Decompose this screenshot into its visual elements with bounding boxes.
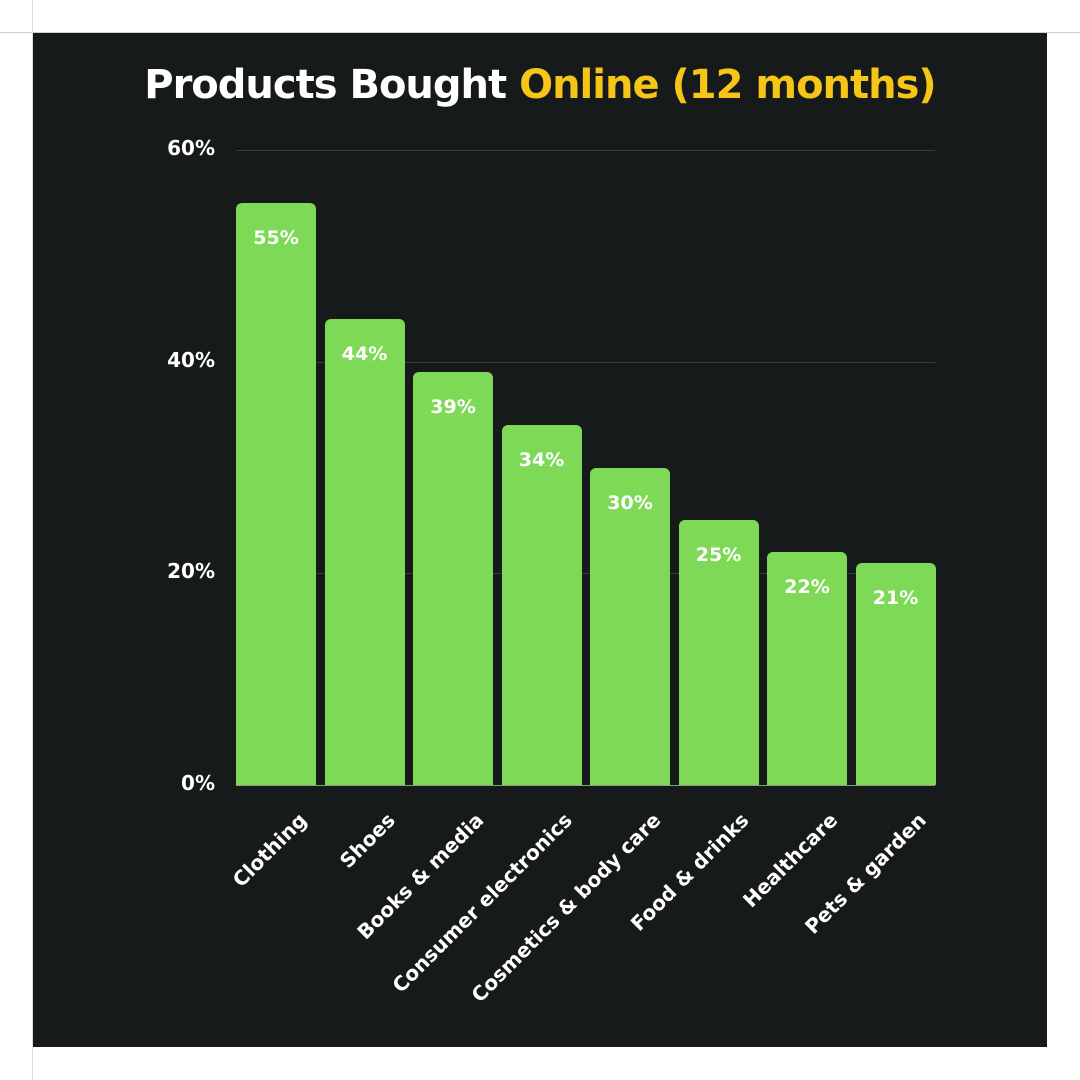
page-top-border	[0, 32, 1080, 33]
bar-value-label: 55%	[253, 226, 299, 249]
bar-books-media: 39%	[413, 372, 493, 785]
y-tick-40: 40%	[167, 348, 215, 372]
bar-food-drinks: 25%	[678, 520, 759, 785]
y-tick-0: 0%	[181, 771, 215, 795]
bar-value-label: 34%	[518, 449, 565, 472]
gridline-60	[236, 150, 935, 151]
gridline-40	[236, 362, 935, 363]
bar-clothing: 55%	[236, 202, 316, 785]
bar-value-label: 44%	[341, 343, 388, 366]
bar-value-label: 21%	[872, 586, 919, 609]
y-tick-60: 60%	[167, 136, 215, 160]
bar-shoes: 44%	[324, 319, 405, 785]
bar-consumer-electronics: 34%	[501, 425, 582, 785]
y-tick-20: 20%	[167, 559, 215, 583]
bar-cosmetics-body-care: 30%	[590, 467, 670, 785]
page-left-border	[32, 0, 33, 1080]
bar-value-label: 39%	[430, 396, 476, 419]
bar-value-label: 25%	[695, 544, 742, 567]
gridline-20	[236, 573, 935, 574]
bar-healthcare: 22%	[767, 552, 847, 785]
x-axis-baseline	[236, 785, 935, 786]
chart-title-accent: Online (12 months)	[519, 62, 937, 108]
bar-value-label: 30%	[607, 491, 653, 514]
bar-pets-garden: 21%	[855, 562, 936, 785]
bar-value-label: 22%	[784, 576, 830, 599]
chart-title: Products Bought Online (12 months)	[0, 62, 1080, 108]
chart-title-prefix: Products Bought	[144, 62, 520, 108]
